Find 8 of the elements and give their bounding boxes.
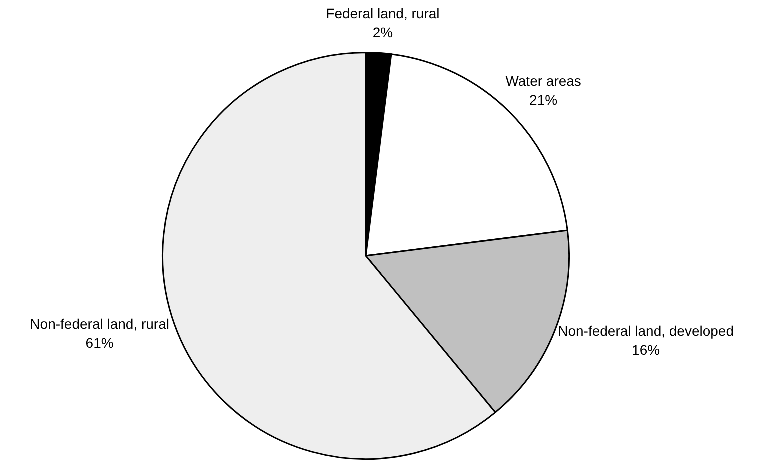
slice-label: Water areas (506, 73, 582, 90)
slice-label: Federal land, rural (326, 6, 440, 22)
data-label: 21% (530, 92, 558, 108)
data-label: 16% (632, 342, 660, 358)
data-label: 61% (86, 335, 114, 352)
slice-label: Non-federal land, rural (30, 316, 170, 332)
data-label: 2% (372, 24, 394, 41)
slice-label: Non-federal land, developed (558, 322, 734, 339)
